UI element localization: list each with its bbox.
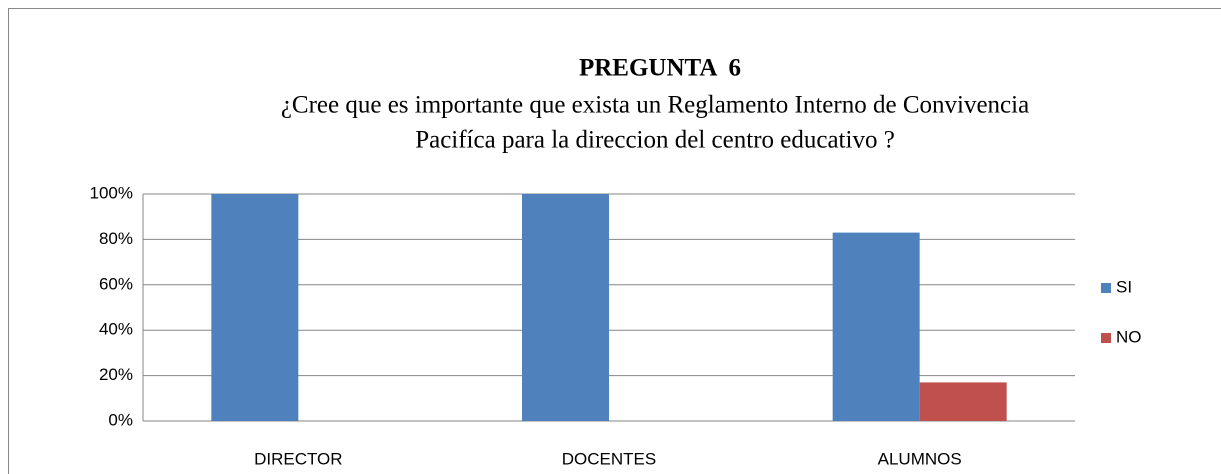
bar	[919, 382, 1007, 421]
chart-subtitle: ¿Cree que es importante que exista un Re…	[281, 92, 1029, 119]
legend-swatch	[1101, 283, 1111, 293]
y-tick-label: 80%	[99, 229, 133, 248]
legend-label: NO	[1116, 327, 1142, 346]
y-tick-label: 20%	[99, 365, 133, 384]
chart-title: PREGUNTA 6	[579, 55, 741, 82]
bar	[832, 232, 920, 421]
legend-swatch	[1101, 333, 1111, 343]
y-tick-label: 40%	[99, 320, 133, 339]
x-tick-label: DOCENTES	[562, 449, 656, 468]
y-tick-label: 100%	[90, 183, 133, 202]
chart-frame	[8, 8, 1221, 474]
y-tick-label: 0%	[108, 410, 133, 429]
chart-subtitle: Pacifíca para la direccion del centro ed…	[415, 127, 895, 154]
x-tick-label: ALUMNOS	[878, 449, 962, 468]
bar	[211, 194, 299, 421]
legend-label: SI	[1116, 277, 1132, 296]
bar	[522, 194, 609, 421]
x-tick-label: DIRECTOR	[254, 449, 342, 468]
y-tick-label: 60%	[99, 274, 133, 293]
